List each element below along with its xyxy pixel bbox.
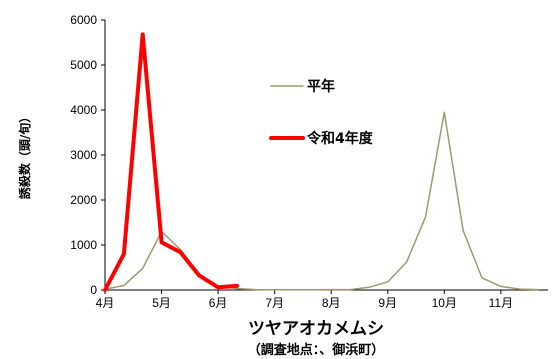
series-line-reiwa4: [103, 32, 239, 292]
chart-subtitle: （調査地点：、御浜町）: [248, 342, 385, 358]
x-tick-label: 9月: [378, 296, 397, 310]
x-tick-label: 10月: [432, 296, 457, 310]
x-tick-label: 4月: [96, 296, 115, 310]
x-tick-label: 11月: [489, 296, 513, 310]
y-tick-label: 2000: [70, 193, 97, 207]
chart-title: ツヤアオカメムシ: [248, 319, 384, 339]
y-tick-label: 4000: [70, 103, 97, 117]
legend-item-reiwa4-label: 令和4年度: [306, 130, 374, 147]
x-tick-label: 8月: [322, 296, 341, 310]
series-line-heinen: [104, 111, 540, 291]
y-axis-ticks: 0 1000 2000 3000 4000 5000 6000: [70, 13, 105, 297]
y-tick-label: 6000: [70, 13, 97, 27]
series-group: [103, 32, 540, 292]
x-axis-ticks: 4月 5月 6月 7月 8月 9月 10月 11月: [96, 290, 513, 310]
legend-item-heinen-label: 平年: [307, 78, 335, 95]
x-tick-label: 6月: [209, 296, 228, 310]
x-tick-label: 5月: [152, 296, 171, 310]
x-tick-label: 7月: [265, 296, 284, 310]
y-tick-label: 1000: [70, 238, 97, 252]
y-axis-label: 誘殺数（頭/旬）: [17, 111, 32, 199]
y-tick-label: 3000: [70, 148, 97, 162]
y-tick-label: 0: [90, 283, 97, 297]
y-tick-label: 5000: [70, 58, 97, 72]
